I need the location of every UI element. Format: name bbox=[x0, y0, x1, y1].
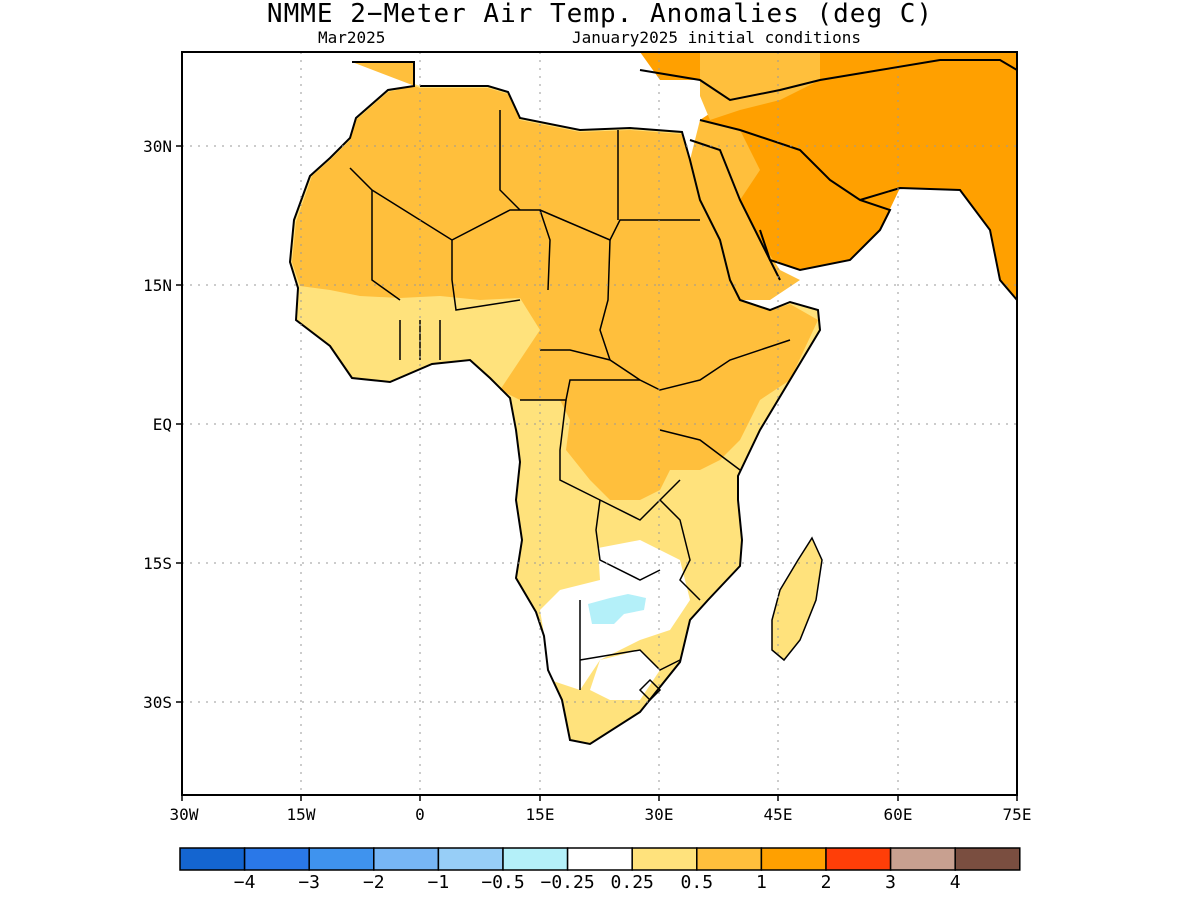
lon-label: 60E bbox=[884, 805, 913, 824]
axis-ticks bbox=[176, 145, 1018, 801]
country-borders bbox=[349, 110, 791, 702]
colorbar-swatch bbox=[308, 847, 375, 871]
colorbar-swatch bbox=[954, 847, 1021, 871]
lon-label: 45E bbox=[764, 805, 793, 824]
colorbar-label: −4 bbox=[234, 872, 256, 893]
colorbar-label: −0.5 bbox=[481, 872, 524, 893]
colorbar-swatch bbox=[179, 847, 246, 871]
colorbar-label: 2 bbox=[821, 872, 832, 893]
colorbar-labels: −4 −3 −2 −1 −0.5 −0.25 0.25 0.5 1 2 3 4 bbox=[234, 872, 961, 893]
lat-label: 15N bbox=[143, 276, 172, 295]
lat-label: 15S bbox=[143, 554, 172, 573]
colorbar-swatch bbox=[631, 847, 698, 871]
colorbar-label: −3 bbox=[298, 872, 320, 893]
grid-lines bbox=[182, 52, 1017, 795]
chart-title: NMME 2−Meter Air Temp. Anomalies (deg C) bbox=[266, 0, 934, 29]
lat-label: 30N bbox=[143, 137, 172, 156]
colorbar-swatch bbox=[437, 847, 504, 871]
coastlines-and-borders bbox=[288, 59, 1018, 746]
colorbar-label: 0.25 bbox=[611, 872, 654, 893]
colorbar-swatch bbox=[502, 847, 569, 871]
lon-label: 75E bbox=[1003, 805, 1032, 824]
colorbar-swatch bbox=[889, 847, 956, 871]
colorbar-swatch bbox=[373, 847, 440, 871]
colorbar-label: 3 bbox=[885, 872, 896, 893]
colorbar-label: 4 bbox=[950, 872, 961, 893]
colorbar-swatch bbox=[566, 847, 633, 871]
latitude-labels: 30N 15N EQ 15S 30S bbox=[143, 137, 172, 712]
colorbar-swatch bbox=[696, 847, 763, 871]
lon-label: 0 bbox=[415, 805, 425, 824]
botswana-anomaly-negative bbox=[588, 594, 646, 624]
colorbar bbox=[179, 847, 1021, 871]
colorbar-label: −0.25 bbox=[541, 872, 595, 893]
colorbar-swatch bbox=[243, 847, 310, 871]
colorbar-label: −2 bbox=[363, 872, 385, 893]
lon-label: 15E bbox=[526, 805, 555, 824]
arabia-anomaly-2 bbox=[640, 52, 1017, 300]
north-edge-anomaly-1 bbox=[700, 52, 820, 120]
lon-label: 30E bbox=[645, 805, 674, 824]
lon-label: 15W bbox=[287, 805, 316, 824]
colorbar-swatch bbox=[760, 847, 827, 871]
lon-label: 30W bbox=[170, 805, 199, 824]
colorbar-label: −1 bbox=[428, 872, 450, 893]
sahara-anomaly-1 bbox=[292, 62, 818, 500]
forecast-month: Mar2025 bbox=[318, 28, 386, 47]
initial-conditions: January2025 initial conditions bbox=[572, 28, 861, 47]
colorbar-label: 0.5 bbox=[681, 872, 714, 893]
longitude-labels: 30W 15W 0 15E 30E 45E 60E 75E bbox=[170, 805, 1032, 824]
lat-label: 30S bbox=[143, 693, 172, 712]
colorbar-label: 1 bbox=[756, 872, 767, 893]
colorbar-swatch bbox=[825, 847, 892, 871]
madagascar-land bbox=[771, 536, 823, 662]
lat-label: EQ bbox=[153, 415, 172, 434]
